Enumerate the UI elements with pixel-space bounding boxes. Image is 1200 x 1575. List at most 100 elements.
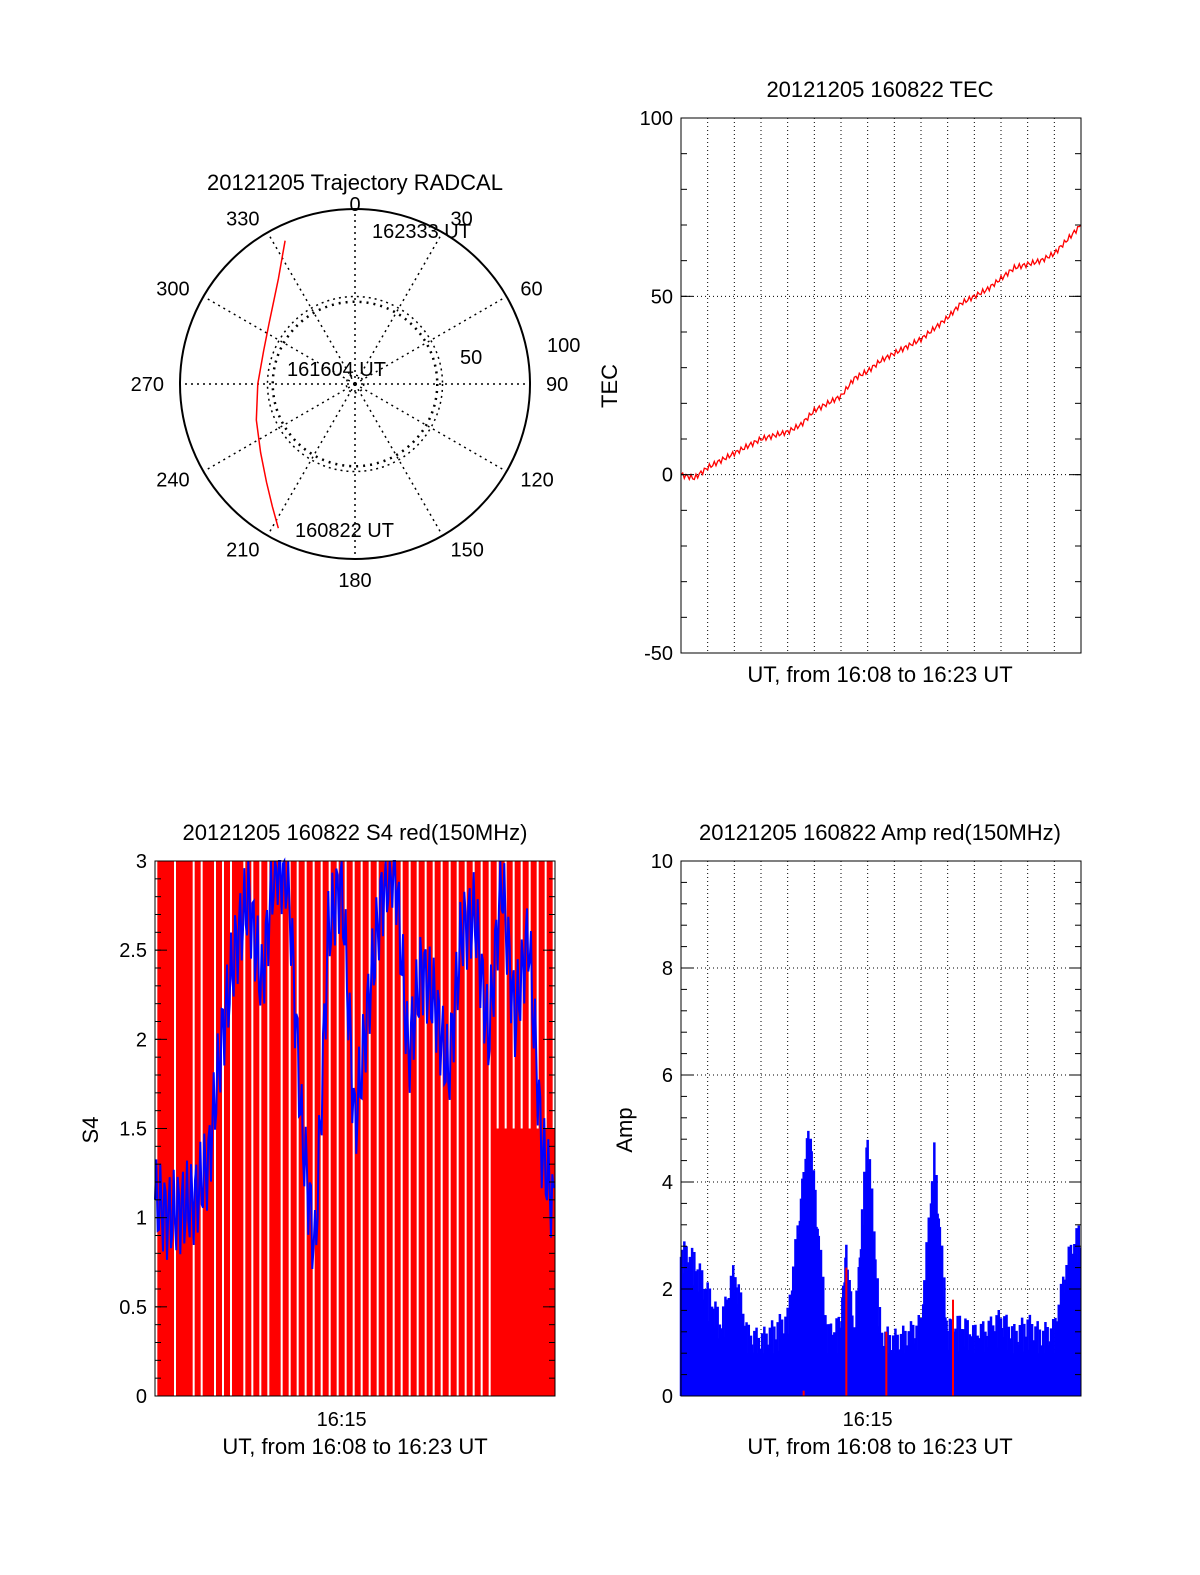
s4-red-spike (346, 861, 353, 1396)
y-tick-label: 2.5 (119, 940, 147, 962)
polar-series (255, 240, 286, 529)
s4-red-spike (490, 861, 497, 1396)
s4-x-axis: 16:15 (317, 1409, 367, 1431)
polar-radius-label: 100 (547, 335, 580, 357)
polar-angle-label: 60 (520, 279, 542, 301)
s4-chart: 20121205 160822 S4 red(150MHz) 0 0.5 1 1.5 2… (78, 820, 556, 1459)
trajectory-annotation: 161604 UT (287, 359, 386, 381)
amp-x-label: UT, from 16:08 to 16:23 UT (747, 1434, 1012, 1459)
y-tick-label: -50 (644, 643, 673, 665)
s4-series (154, 857, 555, 1396)
s4-red-spike (410, 861, 417, 1396)
s4-blue-line (154, 857, 555, 1270)
y-tick-label: 0 (136, 1386, 147, 1408)
tec-title: 20121205 160822 TEC (766, 77, 993, 102)
s4-red-spike (245, 861, 252, 1396)
polar-spoke (354, 295, 507, 385)
amp-x-axis: 16:15 (843, 1409, 893, 1431)
tec-grid (681, 118, 1081, 653)
amp-blue-fill (681, 1353, 1081, 1396)
s4-red-spike (386, 861, 393, 1396)
s4-red-spike (208, 861, 214, 1396)
polar-angle-label: 330 (226, 209, 259, 231)
polar-spoke (354, 383, 507, 473)
s4-title: 20121205 160822 S4 red(150MHz) (183, 820, 528, 845)
s4-red-spike (362, 861, 369, 1396)
s4-red-spike (181, 861, 188, 1396)
s4-red-spike (482, 861, 489, 1396)
s4-red-spike (394, 861, 401, 1396)
s4-red-spike (450, 861, 457, 1396)
s4-red-spike (202, 861, 209, 1396)
polar-angle-label: 210 (226, 539, 259, 561)
y-tick-label: 8 (662, 958, 673, 980)
s4-red-spike (322, 861, 329, 1396)
s4-red-spike (261, 861, 268, 1396)
polar-angle-label: 240 (156, 470, 189, 492)
y-tick-label: 6 (662, 1065, 673, 1087)
polar-angle-label: 150 (451, 539, 484, 561)
x-tick-label: 16:15 (843, 1409, 893, 1431)
s4-red-spike (168, 861, 174, 1396)
polar-spoke (354, 383, 444, 536)
s4-y-label: S4 (78, 1117, 103, 1144)
polar-spoke (266, 383, 356, 536)
polar-spoke (203, 383, 356, 473)
tec-y-label: TEC (597, 364, 622, 408)
y-tick-label: 50 (651, 286, 673, 308)
s4-red-spike (466, 861, 473, 1396)
y-tick-label: 3 (136, 851, 147, 873)
amp-plot-frame (680, 860, 1082, 1397)
amp-grid (681, 861, 1081, 1396)
trajectory-annotation: 162333 UT (372, 221, 471, 243)
polar-angle-labels: 0 30 60 90 120 150 180 210 240 270 300 330 (131, 194, 569, 592)
y-tick-label: 100 (640, 108, 673, 130)
polar-grid (180, 209, 530, 559)
tec-x-label: UT, from 16:08 to 16:23 UT (747, 662, 1012, 687)
s4-red-spike (330, 861, 337, 1396)
s4-red-spike (338, 861, 345, 1396)
s4-red-spike (314, 861, 321, 1396)
s4-red-spike (176, 861, 182, 1396)
y-tick-label: 4 (662, 1172, 673, 1194)
s4-red-spike (434, 861, 441, 1396)
polar-ring (266, 295, 444, 473)
polar-outer-circle (179, 208, 531, 560)
amp-series (679, 1130, 1082, 1396)
s4-red-spike (426, 861, 433, 1396)
amp-chart: 20121205 160822 Amp red(150MHz) 0246810 … (612, 820, 1082, 1459)
s4-red-spike (474, 861, 481, 1396)
y-tick-label: 2 (662, 1279, 673, 1301)
polar-angle-label: 30 (451, 209, 473, 231)
s4-red-spike (253, 861, 260, 1396)
trajectory-annotation: 160822 UT (295, 520, 394, 542)
polar-angle-label: 300 (156, 279, 189, 301)
s4-red-spike (370, 861, 377, 1396)
y-tick-label: 2 (136, 1029, 147, 1051)
y-tick-label: 1.5 (119, 1119, 147, 1141)
polar-angle-label: 180 (338, 570, 371, 592)
polar-spoke (354, 232, 444, 385)
amp-title: 20121205 160822 Amp red(150MHz) (699, 820, 1061, 845)
tec-series (680, 224, 1082, 482)
tec-line (680, 224, 1082, 482)
tec-plot-frame (680, 117, 1082, 654)
amp-y-axis: 0 2 4 6 8 10 (651, 851, 1081, 1408)
s4-red-spike (232, 861, 238, 1396)
polar-angle-label: 120 (520, 470, 553, 492)
s4-red-spike (186, 861, 193, 1396)
polar-radius-label: 50 (460, 347, 482, 369)
trajectory-line (255, 240, 286, 529)
s4-red-spike (269, 861, 276, 1396)
polar-angle-label: 90 (546, 374, 568, 396)
x-tick-label: 16:15 (317, 1409, 367, 1431)
y-tick-label: 0 (662, 465, 673, 487)
polar-ring (345, 374, 365, 394)
s4-red-spike (402, 861, 409, 1396)
polar-title: 20121205 Trajectory RADCAL (207, 170, 503, 195)
y-tick-label: 10 (651, 851, 673, 873)
y-tick-label: 0.5 (119, 1297, 147, 1319)
s4-red-spike (282, 861, 289, 1396)
s4-red-spike (418, 861, 425, 1396)
